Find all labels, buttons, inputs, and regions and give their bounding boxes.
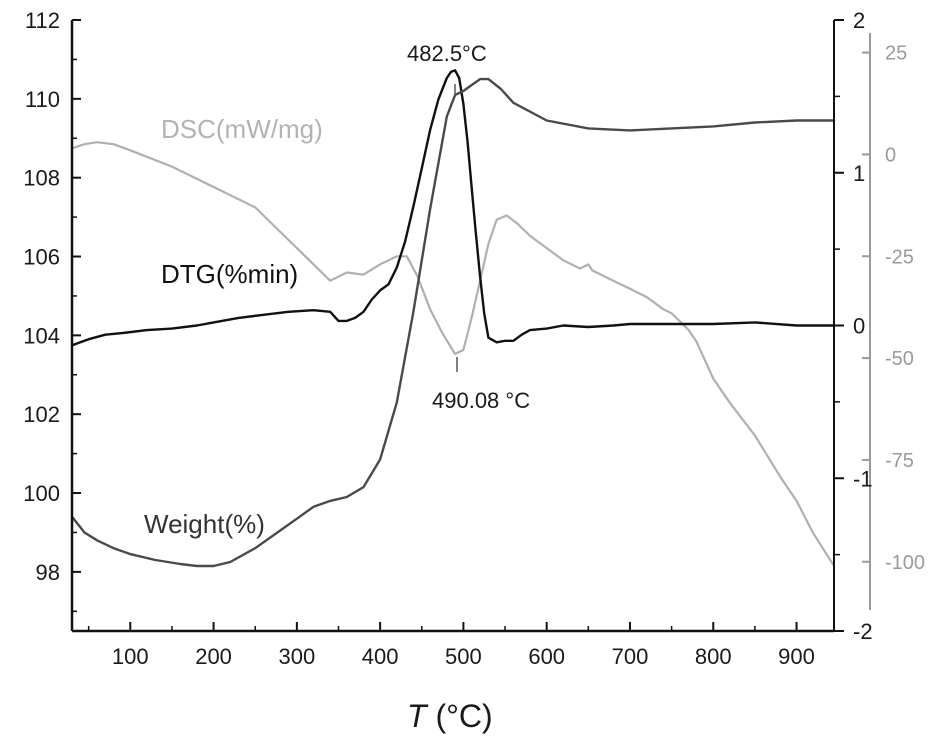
x-tick-label-700: 700 — [612, 644, 649, 669]
left-tick-label-104: 104 — [23, 323, 60, 348]
x-tick-label-900: 900 — [778, 644, 815, 669]
x-axis-label: T (°C) — [407, 698, 493, 734]
left-tick-label-112: 112 — [25, 8, 60, 33]
right-tick-label-1: 1 — [853, 161, 865, 186]
series-label-weight: Weight(%) — [144, 509, 265, 539]
far-right-tick-label-25: 25 — [885, 43, 907, 65]
left-tick-label-100: 100 — [23, 481, 60, 506]
left-tick-label-108: 108 — [23, 166, 60, 191]
series-line-dsc — [70, 141, 836, 567]
series-line-dtg — [70, 69, 836, 347]
far-right-tick-label--75: -75 — [885, 450, 914, 472]
x-tick-label-200: 200 — [195, 644, 232, 669]
right-tick-label-2: 2 — [853, 8, 865, 33]
x-axis-label-unit: (°C) — [427, 698, 493, 734]
annotation-dsc-valley: 490.08 °C — [432, 388, 530, 413]
x-tick-label-400: 400 — [362, 644, 399, 669]
right-tick-label--2: -2 — [853, 619, 873, 644]
left-tick-label-110: 110 — [25, 87, 60, 112]
right-tick-label--1: -1 — [853, 466, 873, 491]
x-axis-label-symbol: T — [407, 698, 429, 734]
series-layer — [70, 69, 836, 568]
far-right-tick-label--50: -50 — [885, 348, 914, 370]
right-tick-label-0: 0 — [853, 314, 865, 339]
series-line-weight — [70, 77, 836, 568]
x-tick-label-500: 500 — [445, 644, 482, 669]
x-tick-label-600: 600 — [528, 644, 565, 669]
x-tick-label-100: 100 — [112, 644, 149, 669]
left-tick-label-102: 102 — [23, 402, 60, 427]
far-right-tick-label-0: 0 — [885, 144, 896, 166]
left-tick-label-106: 106 — [23, 245, 60, 270]
series-label-dtg: DTG(%min) — [161, 259, 298, 289]
annotation-dtg-peak: 482.5°C — [407, 41, 487, 66]
series-label-dsc: DSC(mW/mg) — [161, 114, 323, 144]
far-right-tick-label--25: -25 — [885, 246, 914, 268]
tick-layer: 100 200 300 400 500 600 700 800 9009810010210410… — [23, 8, 925, 669]
left-tick-label-98: 98 — [36, 560, 60, 585]
far-right-tick-label--100: -100 — [885, 552, 925, 574]
x-tick-label-800: 800 — [695, 644, 732, 669]
x-tick-label-300: 300 — [278, 644, 315, 669]
